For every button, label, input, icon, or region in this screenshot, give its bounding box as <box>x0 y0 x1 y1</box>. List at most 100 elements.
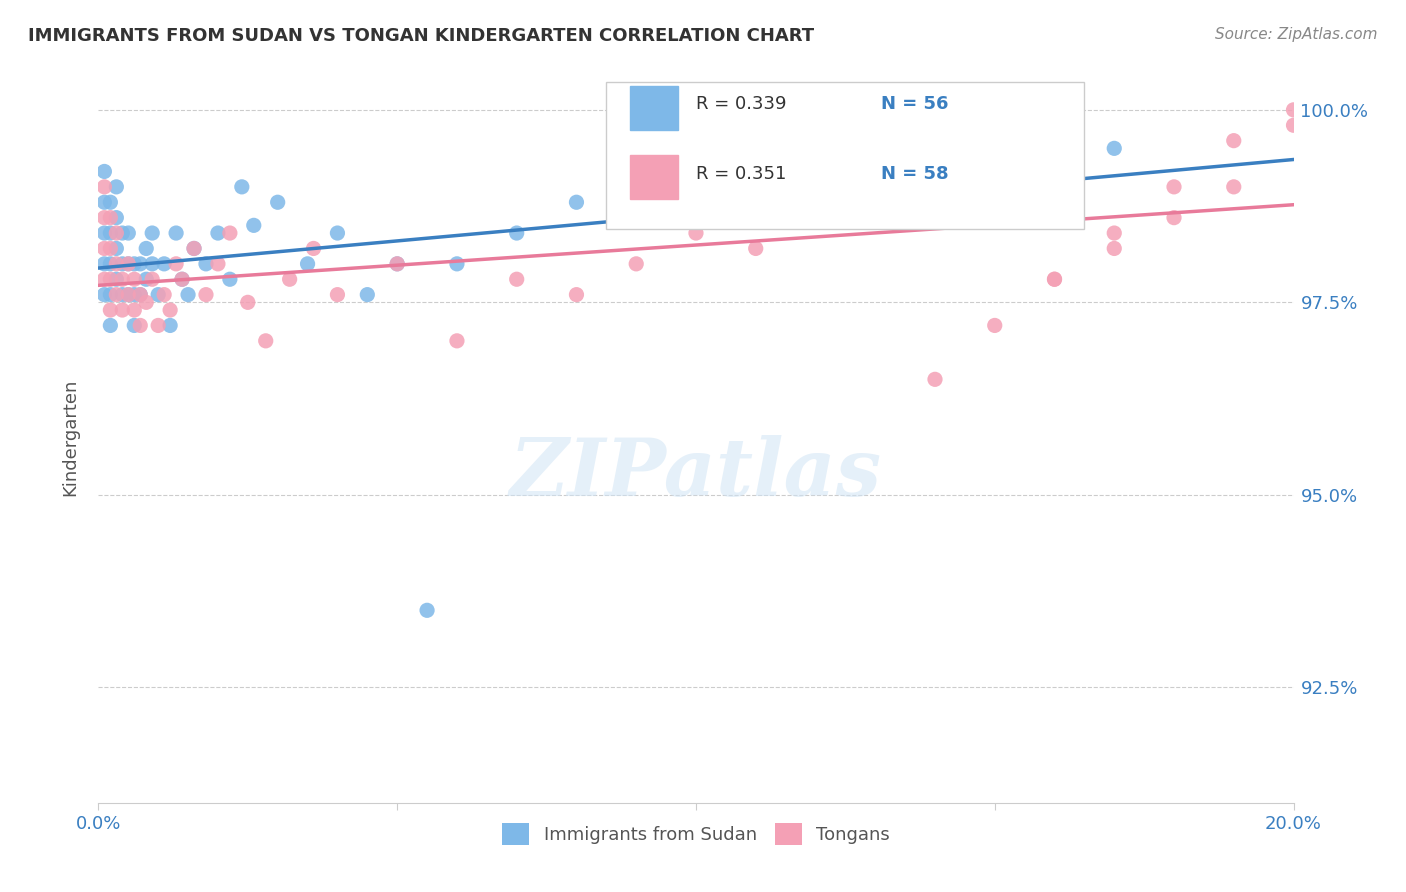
Point <box>141 257 163 271</box>
Point <box>326 226 349 240</box>
Text: ZIPatlas: ZIPatlas <box>510 435 882 512</box>
Point <box>1104 242 1126 256</box>
Point <box>1104 141 1126 155</box>
Point <box>98 226 122 240</box>
Text: Source: ZipAtlas.com: Source: ZipAtlas.com <box>1215 27 1378 42</box>
Point <box>219 272 242 286</box>
Point <box>1104 226 1126 240</box>
Point <box>141 272 163 286</box>
Point <box>117 226 139 240</box>
Point <box>105 257 128 271</box>
Text: R = 0.339: R = 0.339 <box>696 95 786 113</box>
Point <box>685 226 707 240</box>
Point <box>1163 179 1185 194</box>
Text: N = 58: N = 58 <box>882 165 949 183</box>
Point <box>98 257 122 271</box>
Point <box>124 257 146 271</box>
Point <box>1163 211 1185 225</box>
Point <box>1282 103 1305 117</box>
Point <box>685 134 707 148</box>
Point <box>153 257 176 271</box>
Point <box>172 272 194 286</box>
Point <box>105 287 128 301</box>
Point <box>626 164 648 178</box>
Point <box>183 242 205 256</box>
Legend: Immigrants from Sudan, Tongans: Immigrants from Sudan, Tongans <box>495 816 897 852</box>
Point <box>865 179 887 194</box>
Point <box>124 303 146 318</box>
Point <box>93 257 115 271</box>
Point <box>129 287 152 301</box>
Point <box>183 242 205 256</box>
Bar <box>630 86 678 130</box>
Point <box>111 272 134 286</box>
Point <box>117 257 139 271</box>
Point <box>267 195 290 210</box>
Point <box>93 287 115 301</box>
Point <box>135 272 157 286</box>
Point <box>446 334 468 348</box>
Point <box>385 257 409 271</box>
Point <box>129 318 152 333</box>
Point <box>93 211 115 225</box>
Point <box>195 257 218 271</box>
Point <box>506 272 529 286</box>
Point <box>236 295 259 310</box>
Point <box>984 318 1007 333</box>
Point <box>93 242 115 256</box>
FancyBboxPatch shape <box>606 82 1084 228</box>
Point <box>159 318 181 333</box>
Point <box>506 226 529 240</box>
Point <box>98 303 122 318</box>
Point <box>626 257 648 271</box>
Point <box>148 318 170 333</box>
Point <box>98 195 122 210</box>
Text: N = 56: N = 56 <box>882 95 949 113</box>
Point <box>98 287 122 301</box>
Point <box>153 287 176 301</box>
Point <box>98 242 122 256</box>
Point <box>565 287 588 301</box>
Point <box>446 257 468 271</box>
Point <box>117 287 139 301</box>
Point <box>1282 118 1305 132</box>
Y-axis label: Kindergarten: Kindergarten <box>62 378 80 496</box>
Bar <box>630 155 678 200</box>
Point <box>207 257 229 271</box>
Point <box>93 195 115 210</box>
Point <box>98 272 122 286</box>
Text: R = 0.351: R = 0.351 <box>696 165 786 183</box>
Text: IMMIGRANTS FROM SUDAN VS TONGAN KINDERGARTEN CORRELATION CHART: IMMIGRANTS FROM SUDAN VS TONGAN KINDERGA… <box>28 27 814 45</box>
Point <box>117 287 139 301</box>
Point <box>111 257 134 271</box>
Point <box>745 242 768 256</box>
Point <box>565 195 588 210</box>
Point <box>243 219 266 233</box>
Point <box>111 287 134 301</box>
Point <box>117 257 139 271</box>
Point <box>177 287 200 301</box>
Point <box>231 179 253 194</box>
Point <box>111 303 134 318</box>
Point <box>141 226 163 240</box>
Point <box>98 318 122 333</box>
Point <box>93 164 115 178</box>
Point <box>1223 179 1246 194</box>
Point <box>195 287 218 301</box>
Point <box>98 211 122 225</box>
Point <box>302 242 325 256</box>
Point <box>1043 272 1066 286</box>
Point <box>124 287 146 301</box>
Point <box>1014 157 1036 171</box>
Point <box>129 257 152 271</box>
Point <box>172 272 194 286</box>
Point <box>278 272 301 286</box>
Point <box>111 226 134 240</box>
Point <box>135 242 157 256</box>
Point <box>804 211 827 225</box>
Point <box>1043 272 1066 286</box>
Point <box>105 272 128 286</box>
Point <box>105 226 128 240</box>
Point <box>416 603 439 617</box>
Point <box>105 242 128 256</box>
